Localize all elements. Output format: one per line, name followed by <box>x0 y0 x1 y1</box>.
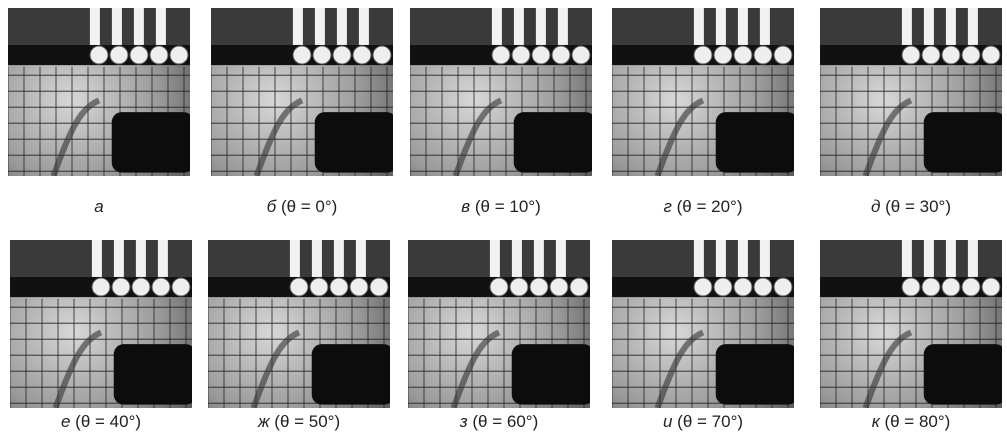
photo <box>408 240 590 408</box>
caption-letter: д <box>871 197 880 216</box>
caption: б (θ = 0°) <box>202 197 402 217</box>
caption-angle: (θ = 50°) <box>274 412 340 431</box>
photo <box>208 240 390 408</box>
photo <box>10 240 192 408</box>
caption-angle: (θ = 60°) <box>472 412 538 431</box>
caption: к (θ = 80°) <box>811 412 1007 432</box>
caption-letter: е <box>61 412 70 431</box>
photo <box>820 240 1002 408</box>
figure: аб (θ = 0°)в (θ = 10°)г (θ = 20°)д (θ = … <box>0 0 1007 436</box>
photo <box>8 8 190 176</box>
caption: г (θ = 20°) <box>603 197 803 217</box>
caption-angle: (θ = 40°) <box>75 412 141 431</box>
photo <box>612 8 794 176</box>
caption-angle: (θ = 0°) <box>281 197 337 216</box>
caption: и (θ = 70°) <box>603 412 803 432</box>
caption-angle: (θ = 20°) <box>677 197 743 216</box>
caption-letter: з <box>460 412 468 431</box>
caption: а <box>0 197 199 217</box>
caption-letter: а <box>94 197 103 216</box>
caption-angle: (θ = 70°) <box>677 412 743 431</box>
caption-angle: (θ = 30°) <box>885 197 951 216</box>
caption-letter: к <box>872 412 880 431</box>
photo <box>612 240 794 408</box>
caption-letter: ж <box>258 412 270 431</box>
photo <box>820 8 1002 176</box>
caption-angle: (θ = 10°) <box>475 197 541 216</box>
caption-letter: б <box>267 197 277 216</box>
caption-letter: и <box>663 412 672 431</box>
caption: в (θ = 10°) <box>401 197 601 217</box>
caption-angle: (θ = 80°) <box>884 412 950 431</box>
caption: ж (θ = 50°) <box>199 412 399 432</box>
caption-letter: в <box>461 197 470 216</box>
caption: е (θ = 40°) <box>1 412 201 432</box>
caption-letter: г <box>664 197 672 216</box>
photo <box>211 8 393 176</box>
caption: д (θ = 30°) <box>811 197 1007 217</box>
caption: з (θ = 60°) <box>399 412 599 432</box>
photo <box>410 8 592 176</box>
